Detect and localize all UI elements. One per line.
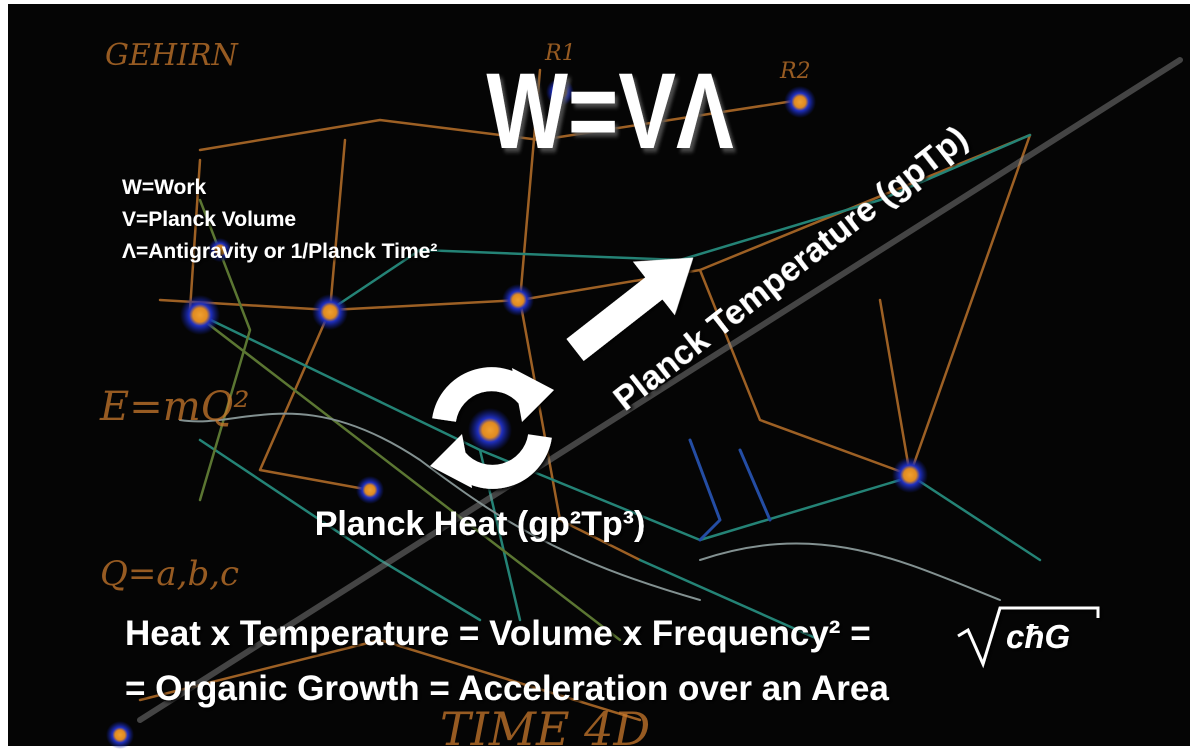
equation-line: = Organic Growth = Acceleration over an … [125,669,889,708]
handwriting-text: GEHIRN [105,38,239,73]
slide: GEHIRN E=mQ² TIME 4D R1 R2 Q=a,b,c W=VΛ … [0,0,1195,751]
page: {"slide": { "title": "W=VΛ", "legend": [… [0,0,1195,751]
handwriting-text: R2 [779,59,811,84]
handwriting-text: E=mQ² [99,384,249,430]
legend-item: W=Work [122,176,207,199]
center-label: Planck Heat (gp²Tp³) [315,505,646,543]
legend-item: Λ=Antigravity or 1/Planck Time² [122,240,437,263]
legend-item: V=Planck Volume [122,208,296,231]
title: W=VΛ [486,50,733,171]
handwriting-text: TIME 4D [440,702,650,751]
handwriting-text: Q=a,b,c [100,554,239,594]
equation-line: Heat x Temperature = Volume x Frequency²… [125,614,871,653]
radicand: cħG [1006,618,1070,655]
